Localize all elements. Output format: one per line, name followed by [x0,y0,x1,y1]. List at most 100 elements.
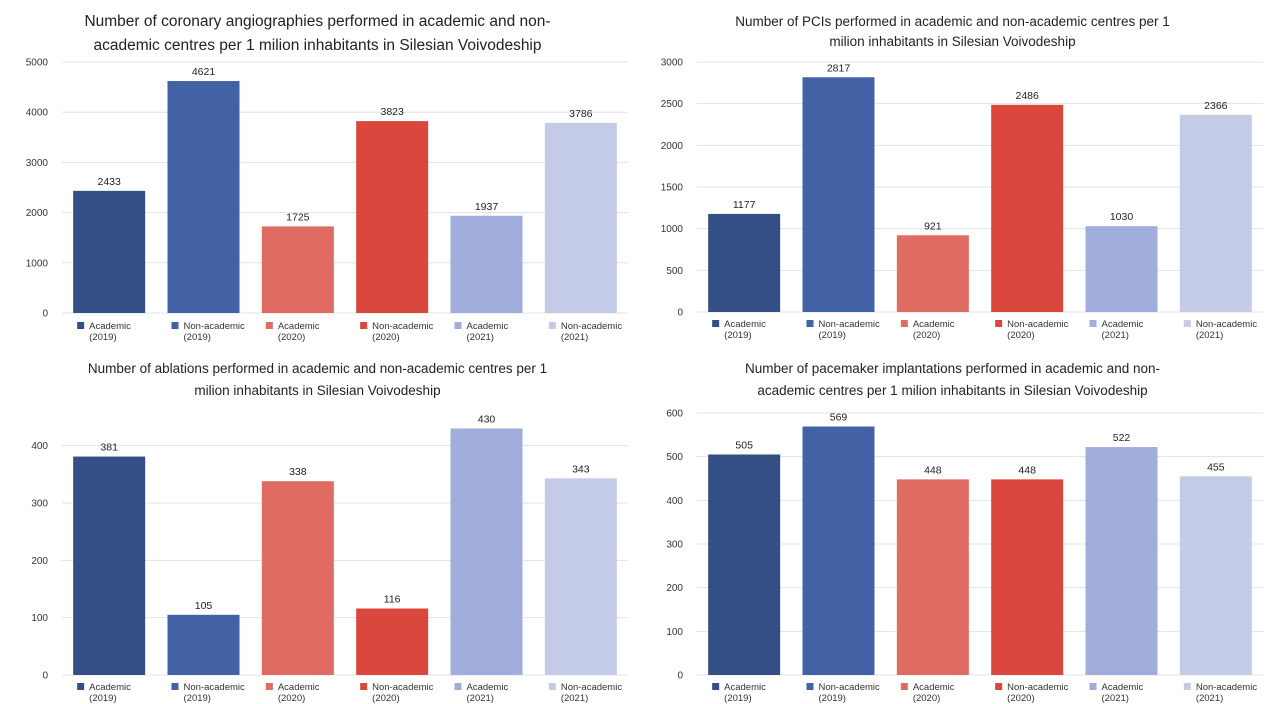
y-tick-label: 200 [666,583,683,594]
legend-label: (2020) [1007,693,1034,704]
legend-label: Academic [89,321,131,332]
chart-svg: Number of PCIs performed in academic and… [661,14,1263,341]
legend-swatch [265,322,273,329]
legend-label: (2019) [819,330,846,341]
legend-label: Academic [1102,319,1144,330]
legend-swatch [171,322,179,329]
data-label: 2433 [97,176,121,188]
legend-swatch [806,320,814,327]
legend-label: (2020) [372,332,399,343]
y-tick-label: 2500 [661,99,684,110]
bar [1085,447,1158,675]
data-label: 4621 [192,66,216,78]
y-tick-label: 1000 [26,258,49,269]
y-tick-label: 3000 [26,158,49,169]
y-tick-label: 5000 [26,58,49,69]
data-label: 116 [384,593,401,605]
legend-label: (2021) [467,693,494,704]
legend-label: Non-academic [1007,682,1068,693]
chart-title: milion inhabitants in Silesian Voivodesh… [829,34,1075,49]
y-tick-label: 1500 [661,183,684,194]
data-label: 3823 [380,106,404,118]
y-tick-label: 100 [666,627,683,638]
y-tick-label: 200 [31,556,48,567]
y-tick-label: 0 [42,309,48,320]
legend-label: Academic [724,319,766,330]
legend-label: Non-academic [1007,319,1068,330]
bar [1179,476,1252,675]
legend-label: (2019) [184,332,211,343]
data-label: 448 [1018,464,1036,476]
bar [896,235,969,312]
y-tick-label: 500 [666,266,683,277]
y-tick-label: 400 [31,441,48,452]
chart-title: milion inhabitants in Silesian Voivodesh… [194,383,440,398]
legend-label: Academic [278,321,320,332]
legend-label: (2019) [724,330,751,341]
data-label: 1177 [733,199,756,211]
y-tick-label: 0 [677,308,683,319]
legend-swatch [712,320,720,327]
legend-label: (2021) [1196,330,1223,341]
bar [261,481,334,675]
legend-label: (2020) [278,332,305,343]
y-tick-label: 1000 [661,224,684,235]
chart-angiographies: Number of coronary angiographies perform… [0,0,635,350]
legend-swatch [360,683,368,690]
bar [544,478,617,675]
data-label: 522 [1113,432,1131,444]
bar [356,608,429,675]
legend-swatch [171,683,179,690]
bar [167,81,240,313]
data-label: 1725 [286,211,310,223]
legend-label: Non-academic [561,321,622,332]
legend-label: (2021) [561,332,588,343]
data-label: 343 [572,463,590,475]
chart-svg: Number of ablations performed in academi… [31,361,628,704]
legend-label: Non-academic [184,321,245,332]
legend-label: (2019) [819,693,846,704]
legend-label: Academic [89,682,131,693]
y-tick-label: 300 [31,499,48,510]
y-tick-label: 2000 [661,141,684,152]
bar [991,104,1064,312]
legend-label: Non-academic [819,682,880,693]
data-label: 2817 [827,62,851,74]
chart-pacemaker: Number of pacemaker implantations perfor… [635,355,1270,704]
bar [802,426,875,675]
y-tick-label: 2000 [26,208,49,219]
legend-swatch [995,320,1003,327]
bar [1085,226,1158,312]
chart-title: Number of coronary angiographies perform… [84,13,550,30]
data-label: 921 [924,220,942,232]
data-label: 3786 [569,108,593,120]
bar [261,226,334,313]
legend-label: Non-academic [372,682,433,693]
legend-swatch [548,322,556,329]
bar [802,77,875,312]
data-label: 430 [478,413,496,425]
legend-label: (2020) [913,693,940,704]
bar [896,479,969,675]
legend-label: (2021) [467,332,494,343]
legend-label: Academic [467,321,509,332]
legend-label: (2020) [278,693,305,704]
legend-swatch [77,683,85,690]
bar [450,215,523,313]
y-tick-label: 400 [666,496,683,507]
bar [73,456,146,675]
bar [708,454,781,675]
data-label: 381 [100,442,118,454]
legend-label: Non-academic [1196,682,1257,693]
chart-title: academic centres per 1 milion inhabitant… [93,37,541,54]
y-tick-label: 0 [42,671,48,682]
legend-swatch [1183,320,1191,327]
legend-label: (2019) [724,693,751,704]
data-label: 448 [924,464,942,476]
data-label: 1030 [1110,211,1134,223]
chart-ablations: Number of ablations performed in academi… [0,355,635,704]
legend-swatch [360,322,368,329]
data-label: 338 [289,466,307,478]
data-label: 105 [195,600,213,612]
legend-label: Non-academic [1196,319,1257,330]
